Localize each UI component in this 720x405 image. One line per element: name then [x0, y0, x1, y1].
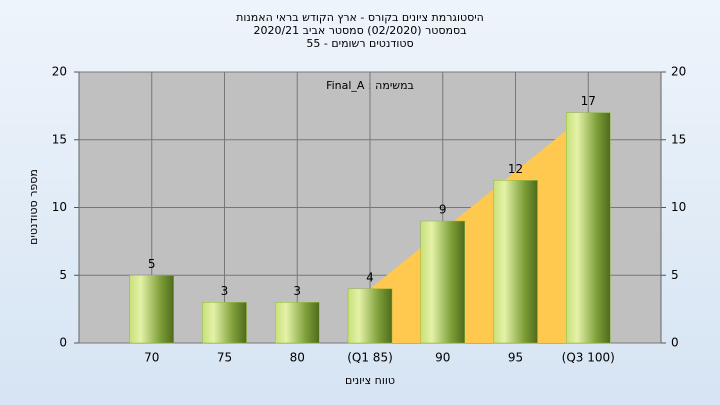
x-tick-label: (Q3 100) [562, 351, 615, 365]
bar [420, 220, 465, 344]
bar [129, 275, 174, 344]
y2-tick-label: 20 [671, 65, 686, 79]
bar [202, 302, 247, 344]
data-label: 9 [439, 203, 447, 217]
y-tick-label: 20 [52, 65, 67, 79]
y-tick-label: 15 [52, 132, 67, 146]
chart-title: היסטוגרמת ציונים בקורס - ארץ הקודש בראי … [236, 11, 484, 24]
data-label: 12 [508, 162, 523, 176]
y2-tick-label: 10 [671, 200, 686, 214]
data-label: 3 [221, 284, 229, 298]
x-tick-label: 80 [290, 351, 305, 365]
x-tick-label: 90 [435, 351, 450, 365]
chart-subtitle: בסמסטר (02/2020) סמסטר אביב 2020/21 [253, 24, 466, 37]
data-label: 17 [581, 94, 596, 108]
y-tick-label: 10 [52, 200, 67, 214]
x-tick-label: 95 [508, 351, 523, 365]
data-label: 3 [293, 284, 301, 298]
data-label: 4 [366, 270, 374, 284]
x-tick-label: (Q1 85) [347, 351, 393, 365]
bar [566, 112, 611, 344]
chart-subtitle: סטודנטים רשומים - 55 [306, 37, 413, 50]
bar [493, 180, 538, 344]
x-axis-label: טווח ציונים [345, 374, 395, 387]
y2-tick-label: 5 [671, 268, 679, 282]
bar [275, 302, 320, 344]
y-axis-label: מספר סטודנטים [27, 169, 40, 245]
x-tick-label: 70 [144, 351, 159, 365]
bar [347, 288, 393, 344]
y-tick-label: 5 [59, 268, 67, 282]
x-tick-label: 75 [217, 351, 232, 365]
y-tick-label: 0 [59, 336, 67, 350]
y2-tick-label: 0 [671, 336, 679, 350]
data-label: 5 [148, 257, 156, 271]
y2-tick-label: 15 [671, 132, 686, 146]
